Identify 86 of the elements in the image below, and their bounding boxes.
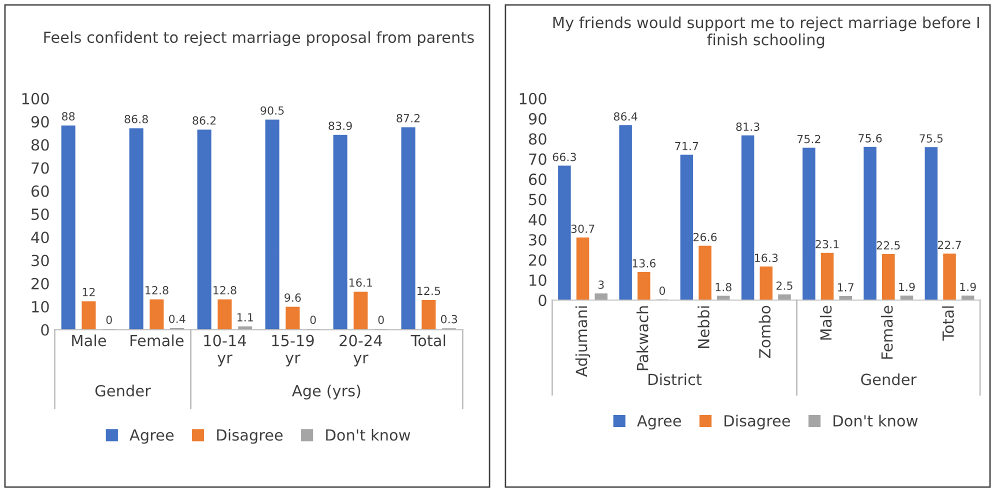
x-tick-label: 10-14 yr <box>204 334 246 366</box>
y-tick-label: 20 <box>32 278 49 290</box>
legend-label: Agree <box>637 415 681 430</box>
data-label: 12.8 <box>214 286 236 294</box>
legend-label: Don't know <box>834 414 918 427</box>
text: District <box>648 373 702 386</box>
data-label: 88 <box>62 112 75 121</box>
data-label: 87.2 <box>396 114 420 122</box>
data-label: 90.5 <box>260 106 284 115</box>
x-tick-label: Total <box>942 306 954 341</box>
data-label: 0 <box>378 316 384 324</box>
data-label: 22.5 <box>876 241 900 250</box>
x-tick-label: Female <box>130 334 184 346</box>
data-label: 12.5 <box>418 286 440 296</box>
y-tick-label: 10 <box>32 300 49 313</box>
y-tick-label: 90 <box>31 116 49 128</box>
y-tick-label: 30 <box>529 234 546 246</box>
data-label: 0 <box>106 316 112 324</box>
y-tick-label: 90 <box>528 113 546 125</box>
data-label: 75.2 <box>797 134 820 144</box>
data-label: 12.8 <box>146 286 168 294</box>
chart-title: My friends would support me to reject marriage before I finish schooling <box>553 16 979 48</box>
data-label: 0.4 <box>169 314 186 324</box>
data-label: 1.9 <box>899 282 915 292</box>
x-tick-label: Nebbi <box>698 306 710 348</box>
data-label: 0.3 <box>440 314 458 324</box>
y-tick-label: 40 <box>528 214 546 226</box>
data-label: 66.3 <box>552 152 576 162</box>
data-label: 81.3 <box>736 122 760 131</box>
y-tick-label: 70 <box>529 153 546 165</box>
legend-label: Disagree <box>217 428 283 444</box>
data-label: 30.7 <box>571 224 594 234</box>
data-label: 75.6 <box>858 134 882 142</box>
legend-label: Agree <box>130 429 174 444</box>
y-tick-label: 100 <box>22 92 49 104</box>
x-tick-label: Total <box>410 334 446 346</box>
data-label: 1.9 <box>960 282 976 292</box>
data-label: 1.1 <box>237 313 253 322</box>
y-tick-label: 80 <box>31 139 49 151</box>
x-tick-label: Male <box>72 334 106 346</box>
y-tick-label: 60 <box>31 185 49 197</box>
x-tick-label: 20-24 yr <box>340 334 382 366</box>
data-label: 16.1 <box>350 278 372 287</box>
data-label: 23.1 <box>816 240 839 248</box>
y-tick-label: 40 <box>31 232 49 244</box>
data-label: 12 <box>82 288 95 296</box>
data-label: 0 <box>310 316 316 324</box>
data-label: 16.3 <box>755 254 778 262</box>
y-tick-label: 70 <box>32 162 49 174</box>
data-label: 86.2 <box>192 116 216 125</box>
data-label: 3 <box>598 280 604 289</box>
data-label: 26.6 <box>693 232 717 242</box>
y-tick-label: 0 <box>41 324 49 336</box>
x-tick-label: Zombo <box>758 306 771 358</box>
text: Gender <box>861 373 917 386</box>
data-label: 22.7 <box>938 240 961 249</box>
data-label: 86.4 <box>614 112 638 121</box>
data-label: 83.9 <box>328 122 352 130</box>
x-tick-label: Female <box>881 306 893 359</box>
y-tick-label: 100 <box>520 92 546 104</box>
y-tick-label: 20 <box>529 254 546 266</box>
data-label: 2.5 <box>776 281 792 290</box>
y-tick-label: 60 <box>528 174 546 186</box>
y-tick-label: 0 <box>538 294 546 306</box>
data-label: 9.6 <box>284 293 301 302</box>
data-label: 75.5 <box>920 134 943 143</box>
x-tick-label: Male <box>820 306 832 340</box>
x-tick-label: Adjumani <box>575 306 590 377</box>
text: Gender <box>95 384 151 397</box>
legend-label: Disagree <box>724 414 790 430</box>
x-tick-label: 15-19 yr <box>272 334 314 366</box>
data-label: 86.8 <box>124 114 148 124</box>
text: Age (yrs) <box>292 384 360 400</box>
legend-label: Don't know <box>326 428 410 441</box>
chart-title: Feels confident to reject marriage proposal from parents <box>44 31 474 46</box>
y-tick-label: 80 <box>528 133 546 145</box>
data-label: 13.6 <box>632 259 656 268</box>
data-label: 1.8 <box>716 282 732 292</box>
data-label: 1.7 <box>838 283 854 292</box>
y-tick-label: 30 <box>32 254 49 266</box>
data-label: 71.7 <box>675 142 698 150</box>
x-tick-label: Pakwach <box>636 306 648 370</box>
y-tick-label: 50 <box>529 194 546 206</box>
y-tick-label: 10 <box>530 274 546 286</box>
y-tick-label: 50 <box>32 208 49 220</box>
data-label: 0 <box>659 286 666 295</box>
